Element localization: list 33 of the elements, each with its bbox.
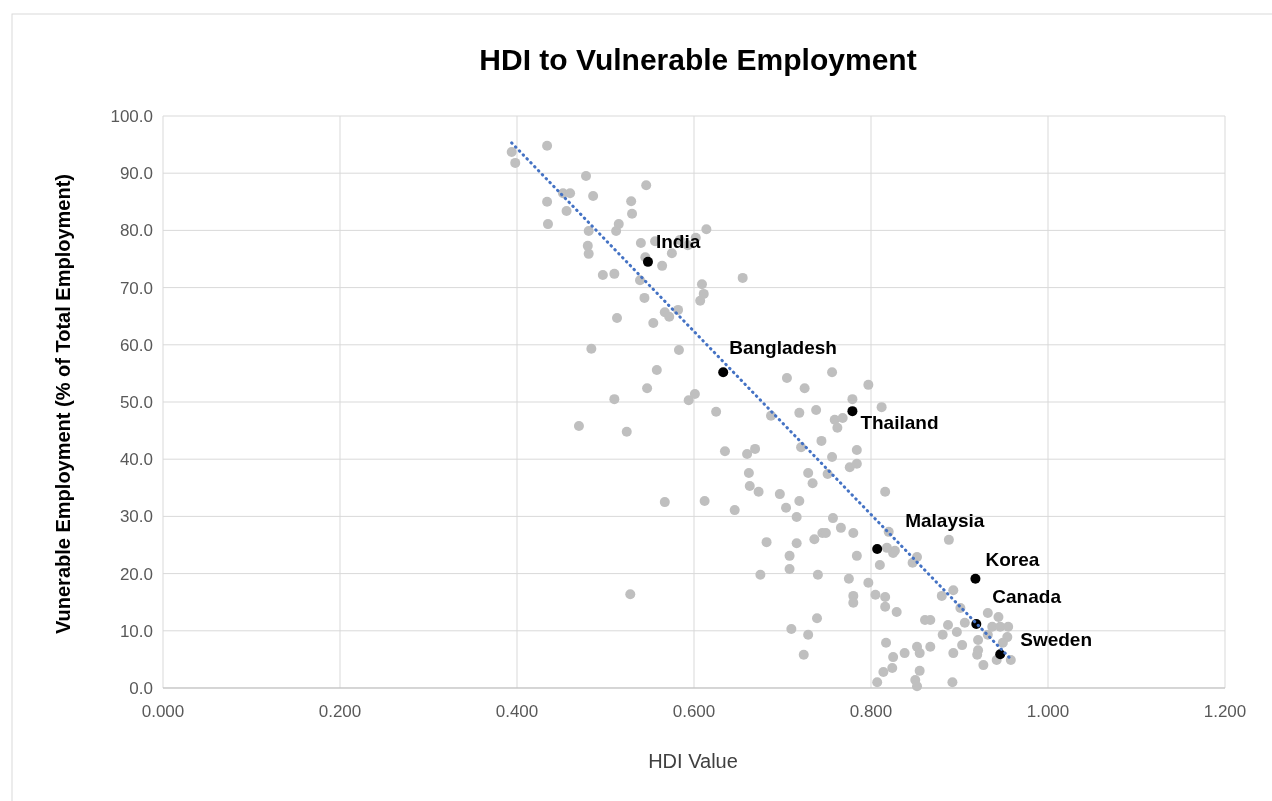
y-tick-label: 50.0 <box>119 393 153 412</box>
x-tick-label: 1.200 <box>1203 702 1247 721</box>
y-axis-title: Vunerable Employment (% of Total Employment) <box>52 173 74 635</box>
x-tick-label: 0.600 <box>672 702 716 721</box>
annotation: Thailand <box>860 412 939 434</box>
x-tick-label: 0.200 <box>318 702 362 721</box>
y-tick-label: 30.0 <box>119 507 153 527</box>
y-tick-label: 40.0 <box>119 450 153 470</box>
annotation: Canada <box>992 585 1062 607</box>
y-tick-label: 90.0 <box>119 164 153 184</box>
annotation: Korea <box>985 548 1040 570</box>
annotation: Malaysia <box>905 510 985 531</box>
y-tick-label: 70.0 <box>119 278 153 298</box>
annotation: Bangladesh <box>729 337 837 359</box>
point <box>718 367 729 378</box>
y-tick-label: 60.0 <box>119 335 153 355</box>
point <box>847 406 858 417</box>
x-tick-label: 1.000 <box>1026 702 1070 721</box>
annotation: India <box>655 230 701 252</box>
annotation: Sweden <box>1020 629 1093 651</box>
y-tick-label: 80.0 <box>119 221 153 241</box>
x-tick-label: 0.000 <box>141 702 185 721</box>
y-tick-label: 10.0 <box>119 621 153 641</box>
point <box>642 256 653 267</box>
point <box>872 544 883 554</box>
x-axis-title: HDI Value <box>648 750 738 772</box>
point <box>970 573 981 584</box>
y-tick-label: 20.0 <box>119 564 153 584</box>
x-tick-label: 0.400 <box>495 702 539 721</box>
y-tick-label: 0.0 <box>129 679 153 698</box>
y-tick-label: 100.0 <box>110 107 153 126</box>
x-tick-label: 0.800 <box>849 702 893 721</box>
chart-title: HDI to Vulnerable Employment <box>479 43 917 76</box>
